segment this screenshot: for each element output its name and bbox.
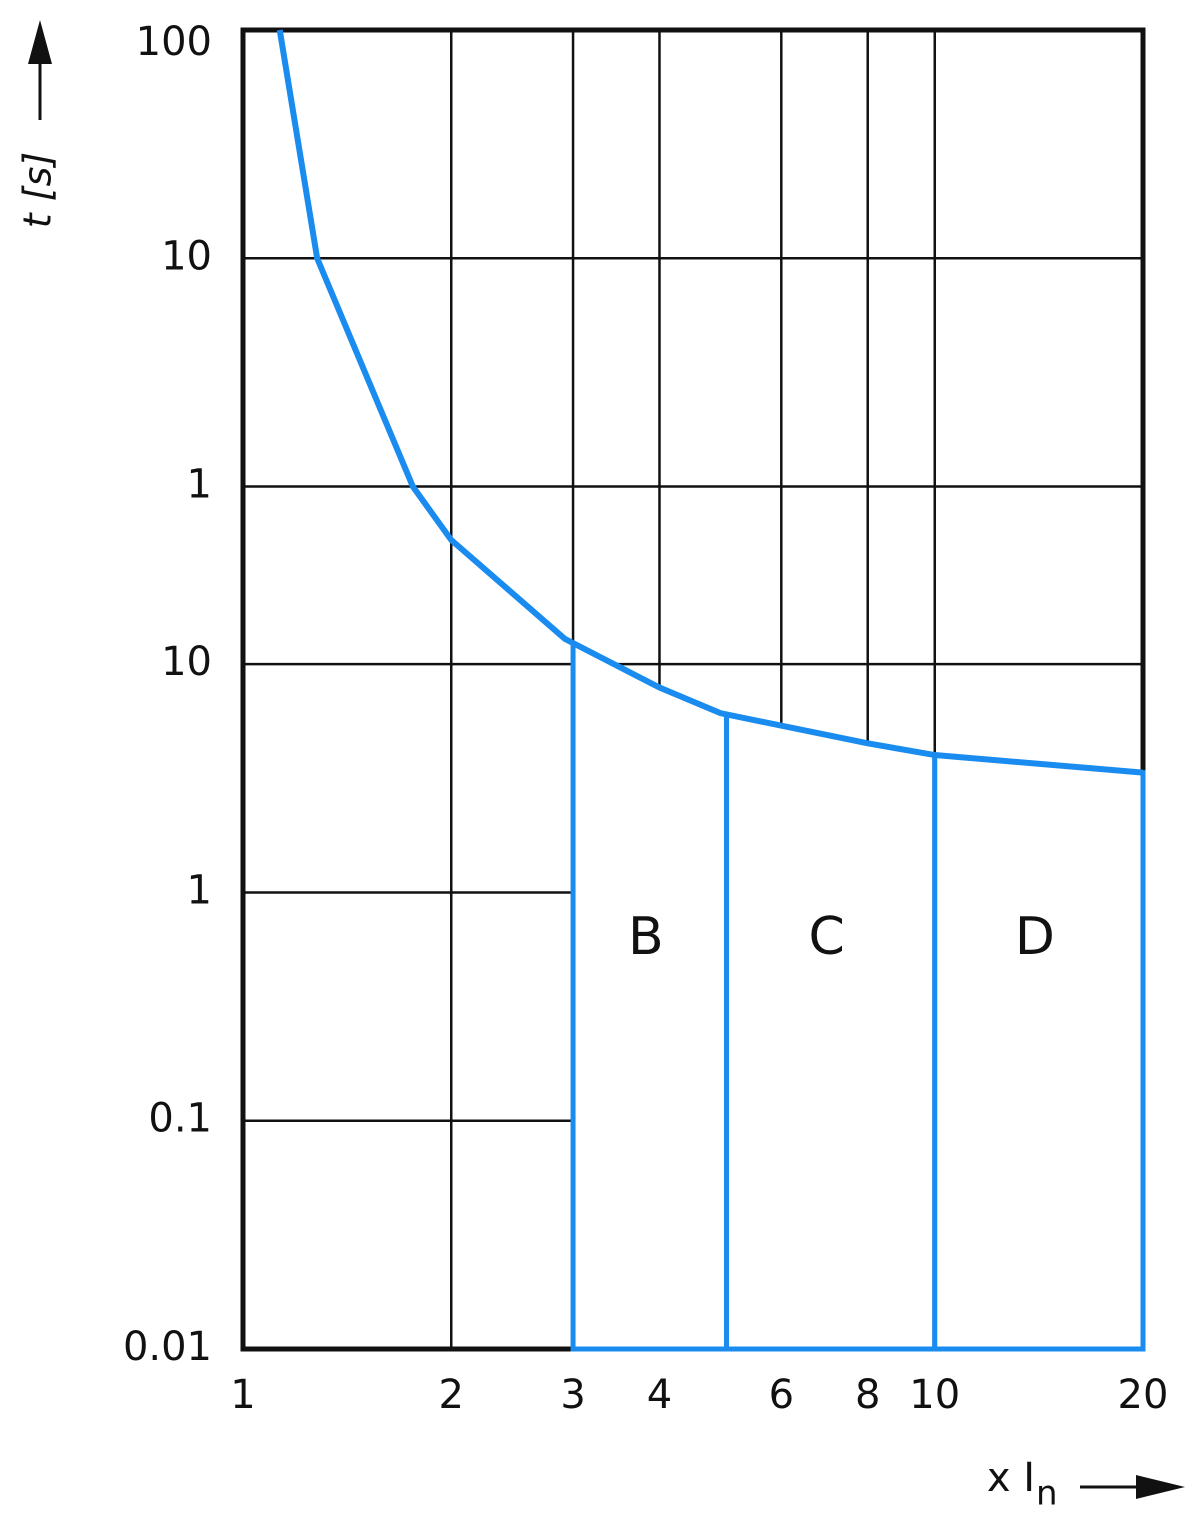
x-axis-label: x I — [987, 1455, 1035, 1501]
x-tick-label: 4 — [647, 1372, 672, 1418]
zone-label: B — [628, 907, 664, 967]
y-tick-label: 10 — [161, 639, 212, 685]
zone-label: D — [1015, 907, 1055, 967]
y-tick-label: 0.1 — [148, 1096, 212, 1142]
zone — [932, 752, 1146, 1352]
x-axis-arrow-head — [1136, 1475, 1185, 1499]
y-axis-label: t [s] — [16, 152, 60, 228]
y-tick-label: 0.01 — [123, 1324, 212, 1370]
y-tick-label: 10 — [161, 233, 212, 279]
x-tick-label: 1 — [230, 1372, 255, 1418]
zone-label: C — [808, 907, 844, 967]
x-tick-label: 10 — [909, 1372, 960, 1418]
y-axis-arrow-head — [28, 20, 52, 64]
x-tick-label: 6 — [769, 1372, 794, 1418]
curve — [276, 29, 1144, 776]
x-tick-label: 8 — [855, 1372, 880, 1418]
y-tick-label: 1 — [187, 462, 212, 508]
y-tick-label: 1 — [187, 867, 212, 913]
y-tick-label: 100 — [136, 19, 212, 65]
x-axis-label-subscript: n — [1036, 1474, 1058, 1513]
zone — [570, 639, 730, 1352]
x-tick-label: 3 — [560, 1372, 585, 1418]
zone — [724, 711, 938, 1352]
x-tick-label: 20 — [1118, 1372, 1169, 1418]
x-tick-label: 2 — [439, 1372, 464, 1418]
